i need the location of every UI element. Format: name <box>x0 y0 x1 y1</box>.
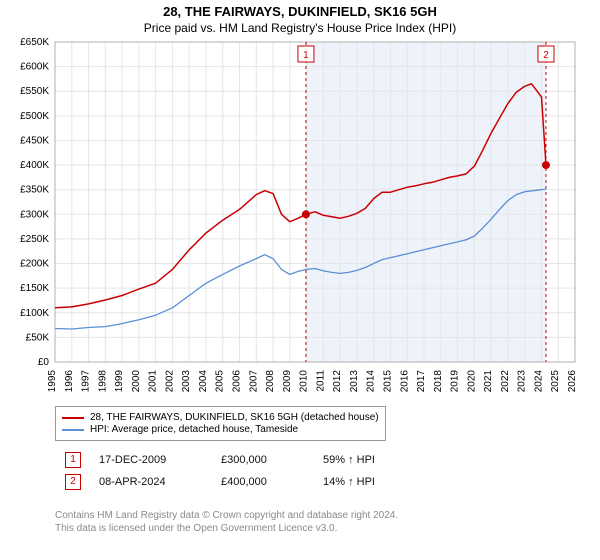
legend-swatch <box>62 417 84 419</box>
svg-text:2015: 2015 <box>382 370 393 393</box>
svg-text:£550K: £550K <box>20 86 49 97</box>
svg-text:2006: 2006 <box>232 370 243 393</box>
svg-text:2011: 2011 <box>315 370 326 392</box>
svg-text:2009: 2009 <box>282 370 293 393</box>
svg-text:2013: 2013 <box>349 370 360 393</box>
svg-text:2010: 2010 <box>299 370 310 393</box>
svg-text:1996: 1996 <box>64 370 75 393</box>
svg-text:2024: 2024 <box>533 370 544 393</box>
svg-text:2023: 2023 <box>517 370 528 393</box>
sale-date: 17-DEC-2009 <box>91 450 211 470</box>
svg-text:£200K: £200K <box>20 259 49 270</box>
svg-text:£350K: £350K <box>20 185 49 196</box>
svg-text:£0: £0 <box>38 357 50 368</box>
sale-marker: 1 <box>65 452 81 468</box>
svg-text:2000: 2000 <box>131 370 142 393</box>
svg-text:2022: 2022 <box>500 370 511 393</box>
svg-text:1998: 1998 <box>97 370 108 393</box>
svg-text:1: 1 <box>303 50 309 61</box>
svg-text:2007: 2007 <box>248 370 259 393</box>
sale-vs-hpi: 59% ↑ HPI <box>315 450 383 470</box>
svg-text:£150K: £150K <box>20 283 49 294</box>
svg-text:2002: 2002 <box>164 370 175 393</box>
footer-line2: This data is licensed under the Open Gov… <box>55 523 398 536</box>
svg-text:2014: 2014 <box>366 370 377 393</box>
svg-text:2: 2 <box>543 50 549 61</box>
svg-text:2026: 2026 <box>567 370 578 393</box>
svg-text:2008: 2008 <box>265 370 276 393</box>
sale-date: 08-APR-2024 <box>91 472 211 492</box>
svg-text:£450K: £450K <box>20 135 49 146</box>
footer-line1: Contains HM Land Registry data © Crown c… <box>55 510 398 523</box>
legend-label: 28, THE FAIRWAYS, DUKINFIELD, SK16 5GH (… <box>90 412 379 423</box>
svg-text:£50K: £50K <box>26 332 50 343</box>
svg-text:£300K: £300K <box>20 209 49 220</box>
svg-text:2021: 2021 <box>483 370 494 393</box>
svg-text:2012: 2012 <box>332 370 343 393</box>
svg-text:2016: 2016 <box>399 370 410 393</box>
svg-text:2003: 2003 <box>181 370 192 393</box>
svg-text:1997: 1997 <box>81 370 92 393</box>
svg-text:£250K: £250K <box>20 234 49 245</box>
svg-text:1999: 1999 <box>114 370 125 393</box>
sale-price: £400,000 <box>213 472 313 492</box>
svg-text:£500K: £500K <box>20 111 49 122</box>
sale-vs-hpi: 14% ↑ HPI <box>315 472 383 492</box>
sale-price: £300,000 <box>213 450 313 470</box>
svg-text:2005: 2005 <box>215 370 226 393</box>
sale-row: 2 08-APR-2024£400,00014% ↑ HPI <box>57 472 383 492</box>
sales-events-table: 1 17-DEC-2009£300,00059% ↑ HPI 2 08-APR-202… <box>55 448 385 494</box>
legend: 28, THE FAIRWAYS, DUKINFIELD, SK16 5GH (… <box>55 406 386 441</box>
legend-item: HPI: Average price, detached house, Tame… <box>62 424 379 435</box>
svg-text:£650K: £650K <box>20 37 49 48</box>
svg-text:£400K: £400K <box>20 160 49 171</box>
svg-text:1995: 1995 <box>47 370 58 393</box>
svg-text:2018: 2018 <box>433 370 444 393</box>
legend-swatch <box>62 429 84 431</box>
price-chart: £0 £50K £100K £150K £200K £250K £300K £350K £400… <box>0 0 600 400</box>
svg-text:£100K: £100K <box>20 308 49 319</box>
svg-text:2020: 2020 <box>466 370 477 393</box>
legend-label: HPI: Average price, detached house, Tame… <box>90 424 298 435</box>
svg-text:2017: 2017 <box>416 370 427 393</box>
svg-text:2001: 2001 <box>148 370 159 393</box>
svg-text:£600K: £600K <box>20 62 49 73</box>
svg-text:2004: 2004 <box>198 370 209 393</box>
sale-marker: 2 <box>65 474 81 490</box>
legend-item: 28, THE FAIRWAYS, DUKINFIELD, SK16 5GH (… <box>62 412 379 423</box>
sale-row: 1 17-DEC-2009£300,00059% ↑ HPI <box>57 450 383 470</box>
svg-text:2025: 2025 <box>550 370 561 393</box>
footer-attribution: Contains HM Land Registry data © Crown c… <box>55 510 398 535</box>
svg-text:2019: 2019 <box>450 370 461 393</box>
